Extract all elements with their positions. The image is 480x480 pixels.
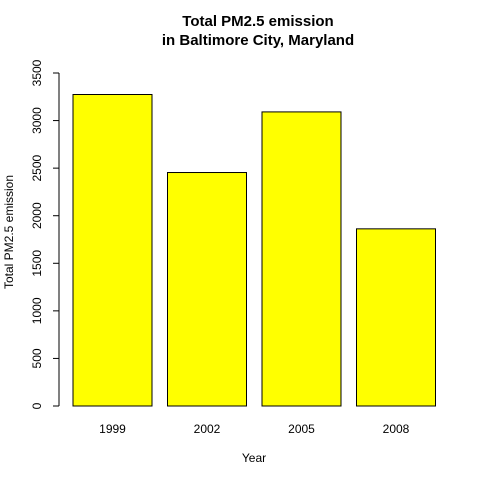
bar-2002 [167, 172, 247, 407]
x-tick-label: 1999 [99, 422, 126, 436]
y-tick-label: 1000 [30, 297, 44, 324]
y-tick-label: 2000 [30, 202, 44, 229]
x-axis-label: Year [242, 451, 266, 465]
y-tick-label: 1500 [30, 250, 44, 277]
x-tick-labels: 1999 2002 2005 2008 [99, 422, 410, 436]
bar-2005 [261, 111, 342, 407]
x-tick-label: 2002 [194, 422, 221, 436]
y-tick-label: 3000 [30, 107, 44, 134]
y-tick-label: 0 [30, 402, 44, 409]
x-tick-label: 2005 [288, 422, 315, 436]
chart-title-line1: Total PM2.5 emission [182, 13, 333, 30]
bars [72, 94, 436, 407]
y-axis-label: Total PM2.5 emission [2, 175, 16, 289]
y-tick-label: 2500 [30, 154, 44, 181]
bar-1999 [72, 94, 153, 407]
y-axis: 0 500 1000 1500 2000 2500 3000 3500 [30, 59, 60, 409]
y-tick-label: 500 [30, 348, 44, 368]
chart-title-line2: in Baltimore City, Maryland [162, 32, 354, 49]
x-tick-label: 2008 [383, 422, 410, 436]
bar-2008 [356, 228, 436, 407]
y-tick-label: 3500 [30, 59, 44, 86]
